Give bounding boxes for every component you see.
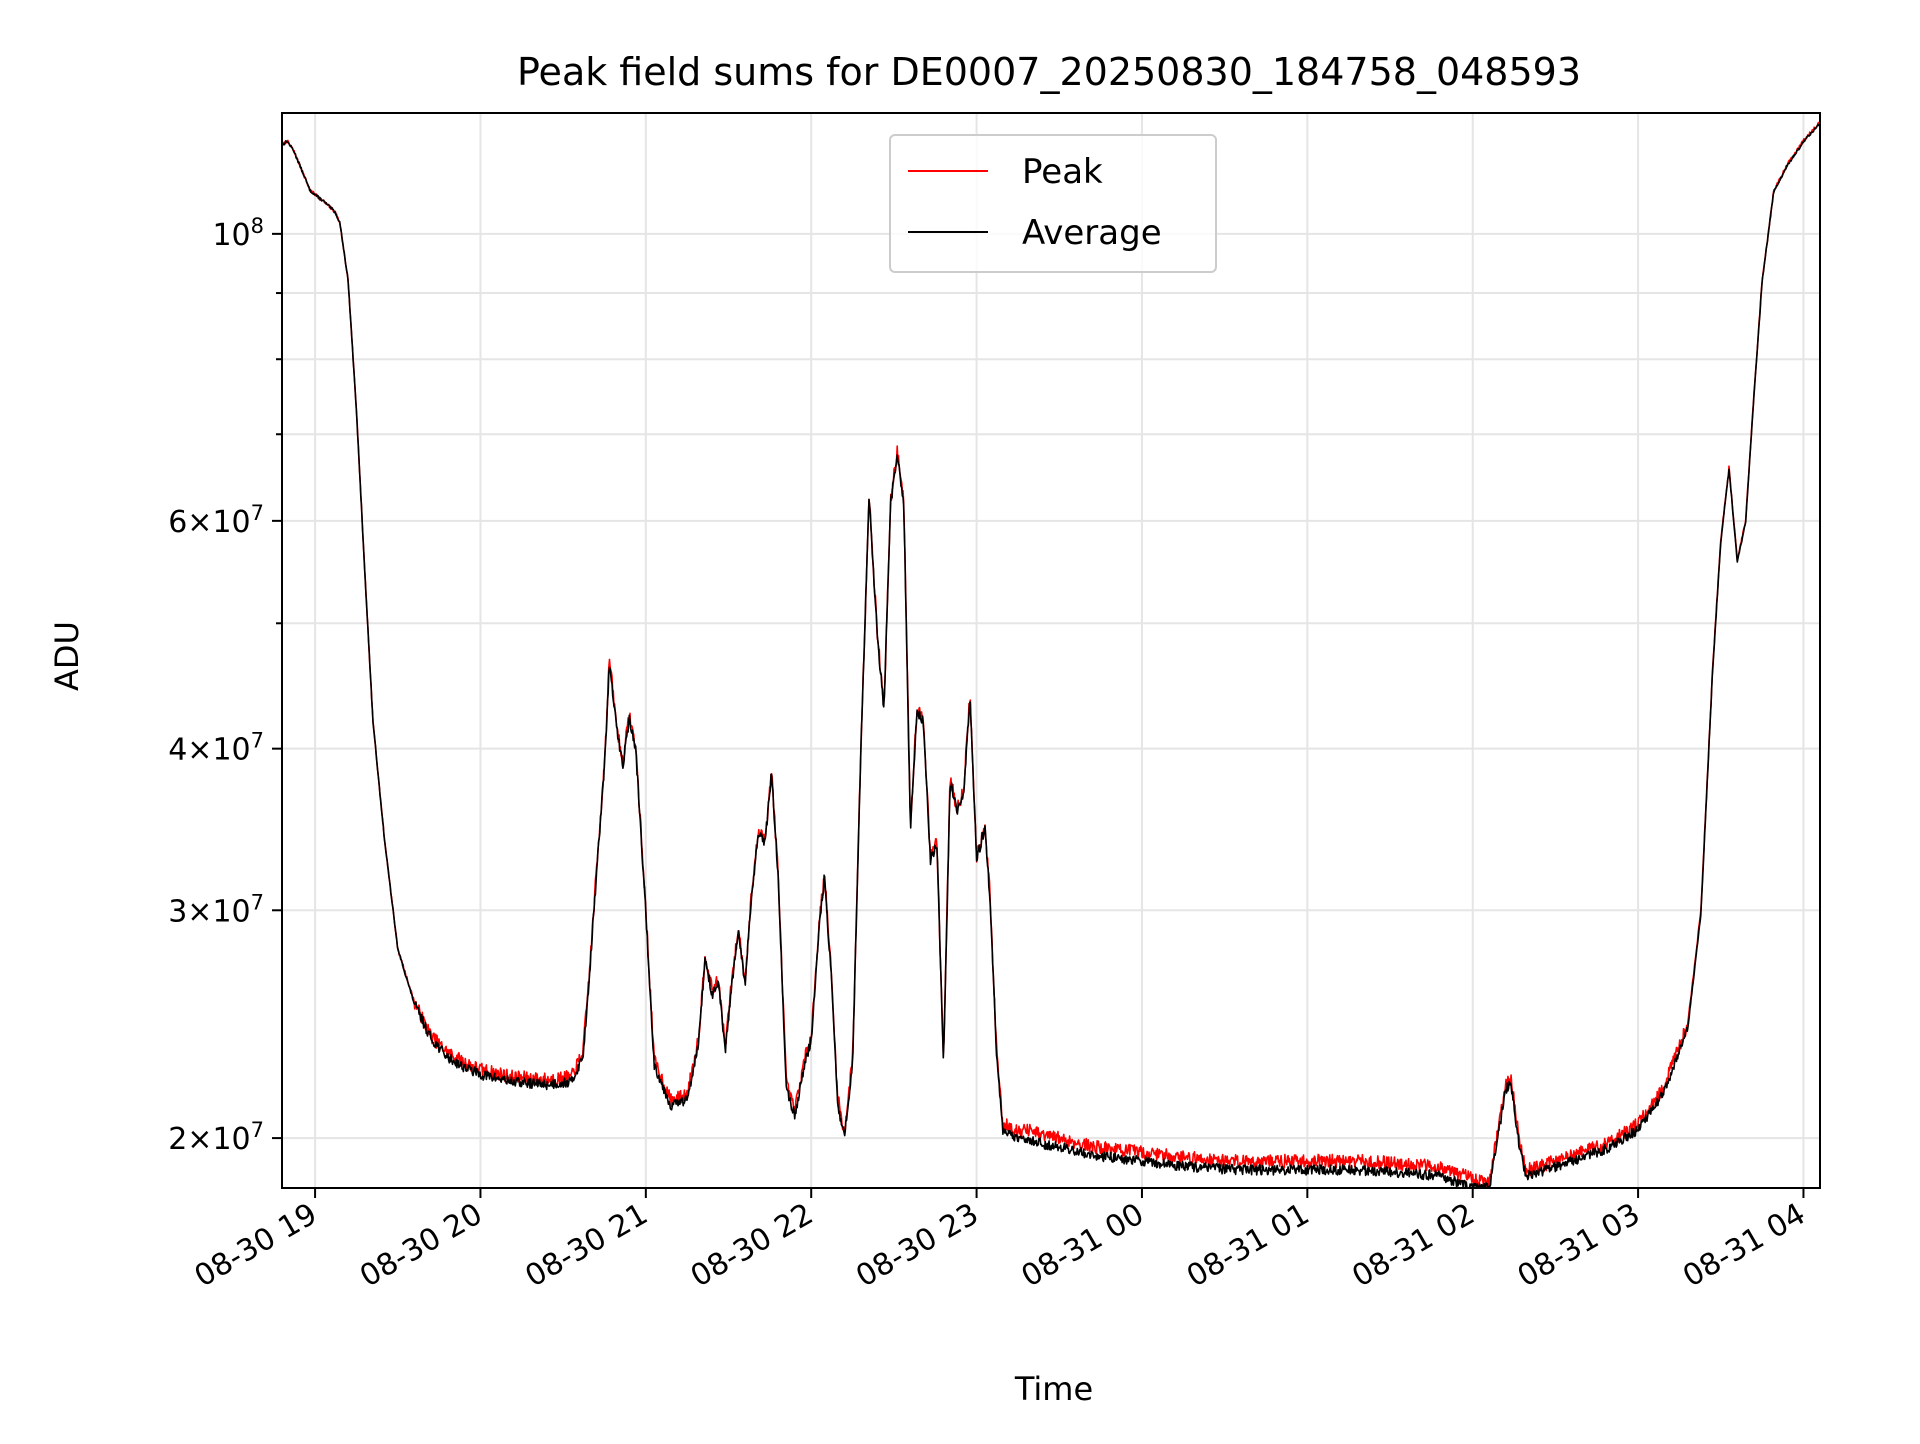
legend: Peak Average: [889, 134, 1217, 273]
y-tick-label: 108: [212, 214, 264, 253]
y-tick-label: 3×107: [168, 890, 264, 929]
plot-area-frame: [281, 112, 1821, 1189]
legend-label-peak: Peak: [1022, 152, 1103, 192]
y-tick-label: 4×107: [168, 729, 264, 768]
chart-title: Peak field sums for DE0007_20250830_1847…: [517, 50, 1581, 94]
series-line-average: [281, 122, 1821, 1189]
y-tick-label: 6×107: [168, 501, 264, 540]
x-axis-title: Time: [1014, 1370, 1093, 1408]
legend-label-average: Average: [1022, 213, 1162, 253]
y-tick-label: 2×107: [168, 1118, 264, 1157]
series-lines: [281, 121, 1821, 1189]
y-axis-title: ADU: [48, 621, 86, 691]
legend-box: [889, 134, 1217, 273]
